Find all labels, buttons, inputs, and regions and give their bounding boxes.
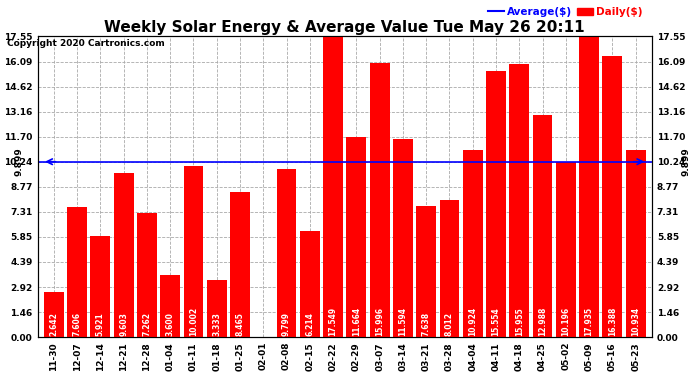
Text: 7.606: 7.606 bbox=[72, 312, 81, 336]
Bar bbox=[370, 63, 390, 337]
Text: 11.594: 11.594 bbox=[398, 307, 407, 336]
Bar bbox=[440, 200, 460, 337]
Text: 10.924: 10.924 bbox=[469, 307, 477, 336]
Text: 15.955: 15.955 bbox=[515, 307, 524, 336]
Bar bbox=[300, 231, 319, 337]
Bar bbox=[346, 137, 366, 337]
Bar bbox=[533, 115, 553, 337]
Text: 10.934: 10.934 bbox=[631, 307, 640, 336]
Text: Copyright 2020 Cartronics.com: Copyright 2020 Cartronics.com bbox=[7, 39, 165, 48]
Text: 9.603: 9.603 bbox=[119, 312, 128, 336]
Text: 12.988: 12.988 bbox=[538, 306, 547, 336]
Text: 8.012: 8.012 bbox=[445, 312, 454, 336]
Bar bbox=[556, 162, 575, 337]
Text: 11.664: 11.664 bbox=[352, 307, 361, 336]
Text: 17.935: 17.935 bbox=[584, 307, 593, 336]
Text: 6.214: 6.214 bbox=[305, 312, 315, 336]
Bar bbox=[160, 275, 180, 337]
Text: 9.899: 9.899 bbox=[681, 147, 690, 176]
Bar bbox=[463, 150, 482, 337]
Text: 10.002: 10.002 bbox=[189, 307, 198, 336]
Title: Weekly Solar Energy & Average Value Tue May 26 20:11: Weekly Solar Energy & Average Value Tue … bbox=[104, 20, 585, 35]
Text: 7.638: 7.638 bbox=[422, 312, 431, 336]
Text: 7.262: 7.262 bbox=[142, 312, 151, 336]
Text: 3.600: 3.600 bbox=[166, 312, 175, 336]
Text: 9.799: 9.799 bbox=[282, 312, 291, 336]
Text: 16.388: 16.388 bbox=[608, 306, 617, 336]
Text: 2.642: 2.642 bbox=[49, 312, 59, 336]
Bar bbox=[393, 138, 413, 337]
Text: 8.465: 8.465 bbox=[235, 312, 244, 336]
Bar bbox=[416, 206, 436, 337]
Bar bbox=[323, 36, 343, 337]
Bar bbox=[626, 150, 646, 337]
Bar bbox=[44, 292, 63, 337]
Text: 10.196: 10.196 bbox=[561, 307, 571, 336]
Text: 15.996: 15.996 bbox=[375, 307, 384, 336]
Bar bbox=[184, 166, 204, 337]
Bar bbox=[277, 169, 297, 337]
Legend: Average($), Daily($): Average($), Daily($) bbox=[484, 3, 647, 21]
Bar bbox=[486, 70, 506, 337]
Text: 3.333: 3.333 bbox=[213, 312, 221, 336]
Bar bbox=[230, 192, 250, 337]
Bar bbox=[602, 56, 622, 337]
Bar bbox=[67, 207, 87, 337]
Text: 9.899: 9.899 bbox=[14, 147, 23, 176]
Text: 17.549: 17.549 bbox=[328, 307, 337, 336]
Bar bbox=[137, 213, 157, 337]
Bar bbox=[509, 64, 529, 337]
Text: 5.921: 5.921 bbox=[96, 312, 105, 336]
Text: 15.554: 15.554 bbox=[491, 307, 500, 336]
Bar bbox=[207, 280, 226, 337]
Bar bbox=[579, 30, 599, 337]
Bar bbox=[114, 172, 134, 337]
Bar bbox=[90, 236, 110, 337]
